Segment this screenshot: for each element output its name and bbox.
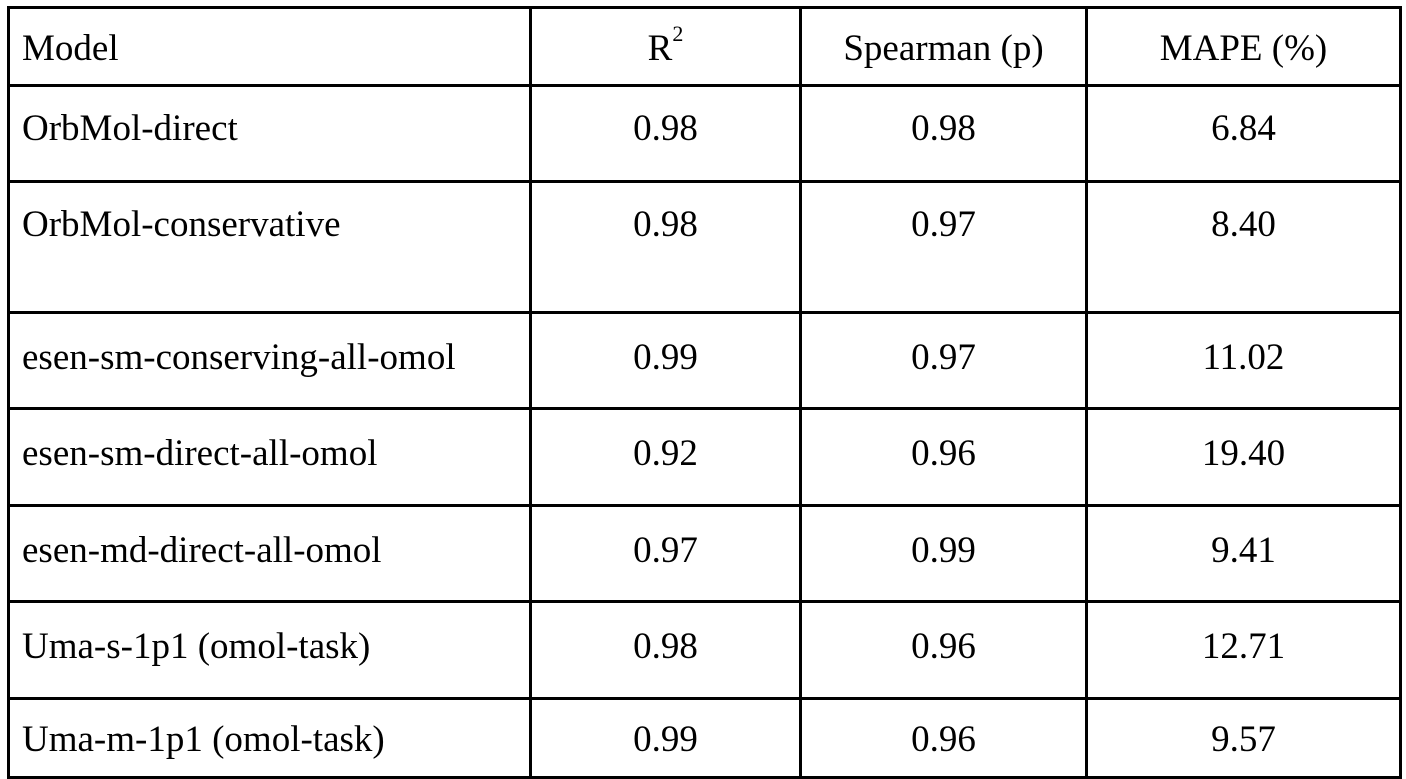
cell-mape: 19.40 xyxy=(1085,407,1402,507)
cell-spearman: 0.99 xyxy=(799,504,1088,603)
cell-r2: 0.98 xyxy=(529,600,802,700)
cell-model: Uma-s-1p1 (omol-task) xyxy=(7,600,532,700)
header-r2-superscript: 2 xyxy=(672,20,684,46)
cell-spearman: 0.96 xyxy=(799,697,1088,779)
cell-mape: 8.40 xyxy=(1085,180,1402,314)
table-row: esen-sm-conserving-all-omol 0.99 0.97 11… xyxy=(7,311,1402,410)
cell-model: esen-sm-conserving-all-omol xyxy=(7,311,532,410)
table-row: esen-sm-direct-all-omol 0.92 0.96 19.40 xyxy=(7,407,1402,507)
header-mape: MAPE (%) xyxy=(1085,6,1402,87)
cell-spearman: 0.96 xyxy=(799,600,1088,700)
cell-model: esen-sm-direct-all-omol xyxy=(7,407,532,507)
cell-spearman: 0.97 xyxy=(799,311,1088,410)
table-row: OrbMol-direct 0.98 0.98 6.84 xyxy=(7,84,1402,183)
cell-model: OrbMol-conservative xyxy=(7,180,532,314)
header-spearman: Spearman (p) xyxy=(799,6,1088,87)
cell-mape: 9.57 xyxy=(1085,697,1402,779)
cell-spearman: 0.96 xyxy=(799,407,1088,507)
cell-r2: 0.97 xyxy=(529,504,802,603)
cell-mape: 6.84 xyxy=(1085,84,1402,183)
results-table: Model R2 Spearman (p) MAPE (%) OrbMol-di… xyxy=(7,6,1402,779)
cell-spearman: 0.98 xyxy=(799,84,1088,183)
table-row: Uma-m-1p1 (omol-task) 0.99 0.96 9.57 xyxy=(7,697,1402,779)
table-row: esen-md-direct-all-omol 0.97 0.99 9.41 xyxy=(7,504,1402,603)
cell-model: OrbMol-direct xyxy=(7,84,532,183)
cell-r2: 0.99 xyxy=(529,697,802,779)
cell-model: esen-md-direct-all-omol xyxy=(7,504,532,603)
table-row: Uma-s-1p1 (omol-task) 0.98 0.96 12.71 xyxy=(7,600,1402,700)
cell-mape: 11.02 xyxy=(1085,311,1402,410)
cell-spearman: 0.97 xyxy=(799,180,1088,314)
cell-r2: 0.99 xyxy=(529,311,802,410)
table-header-row: Model R2 Spearman (p) MAPE (%) xyxy=(7,6,1402,87)
cell-mape: 9.41 xyxy=(1085,504,1402,603)
header-r2-base: R xyxy=(647,28,673,69)
cell-r2: 0.98 xyxy=(529,180,802,314)
table-row: OrbMol-conservative 0.98 0.97 8.40 xyxy=(7,180,1402,314)
cell-r2: 0.92 xyxy=(529,407,802,507)
cell-model: Uma-m-1p1 (omol-task) xyxy=(7,697,532,779)
header-r2: R2 xyxy=(529,6,802,87)
cell-r2: 0.98 xyxy=(529,84,802,183)
cell-mape: 12.71 xyxy=(1085,600,1402,700)
header-model: Model xyxy=(7,6,532,87)
